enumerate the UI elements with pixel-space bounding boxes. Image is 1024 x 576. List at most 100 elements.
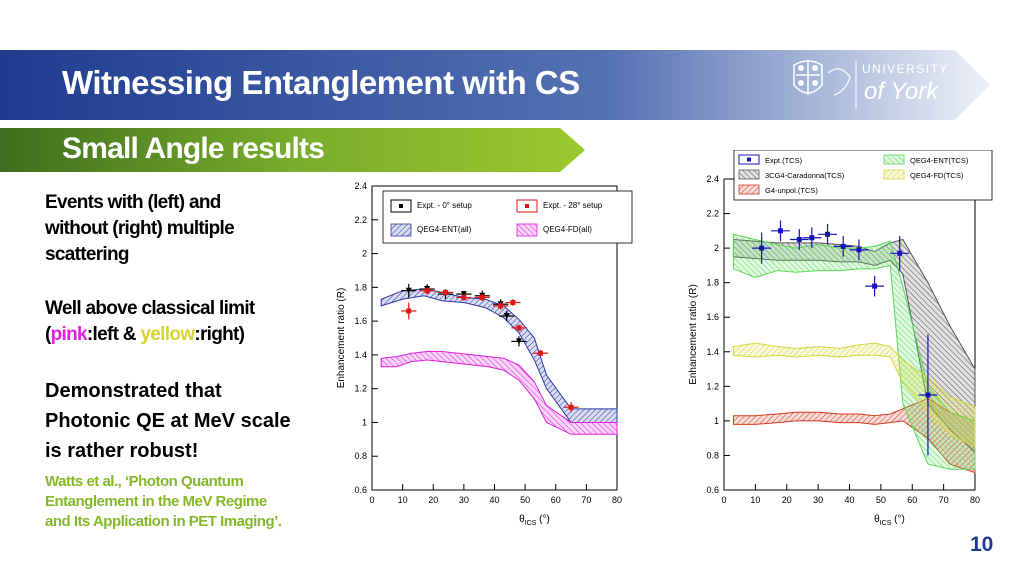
y-tick-label: 0.8 bbox=[354, 451, 367, 461]
chart-left: 0 10 20 30 40 50 60 70 80 0.6 0.8 1 1.2 1.4 1.6 1.8 2 2.2… bbox=[336, 181, 633, 527]
page-number: 10 bbox=[970, 533, 994, 556]
point-expt-28-setup bbox=[401, 302, 417, 320]
events-line-2: without (right) multiple bbox=[45, 218, 235, 239]
x-axis-label: θICS (°) bbox=[874, 514, 905, 527]
y-tick-label: 1.8 bbox=[706, 278, 719, 288]
sidebar-text: Events with (left) and without (right) m… bbox=[45, 190, 345, 532]
point-expt-tcs bbox=[849, 239, 869, 261]
legend-item: Expt. - 28° setup bbox=[516, 199, 603, 213]
university-logo: UNIVERSITY of York bbox=[793, 60, 949, 109]
point-expt-28-setup bbox=[456, 294, 472, 301]
x-tick-label: 50 bbox=[520, 495, 530, 505]
chart-right: 0 10 20 30 40 50 60 70 80 0.6 0.8 1 1.2 1.4 1.6 1.8 2 2.2… bbox=[688, 150, 993, 527]
demo-line-2: Photonic QE at MeV scale bbox=[45, 410, 291, 432]
y-tick-label: 0.6 bbox=[354, 485, 367, 495]
slide-title: Witnessing Entanglement with CS bbox=[62, 64, 580, 101]
x-axis-label: θICS (°) bbox=[519, 514, 550, 527]
legend-item: 3CG4-Caradonna(TCS) bbox=[738, 169, 845, 180]
x-tick-label: 70 bbox=[939, 495, 949, 505]
x-tick-label: 30 bbox=[459, 495, 469, 505]
point-expt-28-setup bbox=[437, 289, 454, 296]
y-axis-label: Enhancement ratio (R) bbox=[688, 284, 699, 385]
legend-label: QEG4-FD(all) bbox=[543, 225, 592, 234]
demo-line-3: is rather robust! bbox=[45, 440, 199, 462]
point-expt-28-setup bbox=[532, 349, 549, 357]
legend-item: QEG4-ENT(all) bbox=[390, 223, 472, 237]
logo-university-text: UNIVERSITY bbox=[862, 62, 949, 76]
demo-line-1: Demonstrated that bbox=[45, 380, 222, 402]
point-expt-tcs bbox=[833, 236, 853, 257]
y-tick-label: 2.2 bbox=[354, 215, 367, 225]
y-tick-label: 2 bbox=[362, 249, 367, 259]
y-tick-label: 2.2 bbox=[706, 209, 719, 219]
legend-label: 3CG4-Caradonna(TCS) bbox=[765, 171, 845, 180]
legend-label: Expt.(TCS) bbox=[765, 156, 803, 165]
legend-item: QEG4-FD(TCS) bbox=[883, 169, 964, 180]
x-tick-label: 50 bbox=[876, 495, 886, 505]
band-qeg4-fd-tcs bbox=[732, 342, 976, 448]
reference-citation: Watts et al., ‘Photon Quantum Entanglemen… bbox=[45, 473, 282, 530]
legend-label: G4-unpol.(TCS) bbox=[765, 186, 818, 195]
x-tick-label: 20 bbox=[782, 495, 792, 505]
legend-item: Expt.(TCS) bbox=[738, 154, 803, 165]
slide-subtitle: Small Angle results bbox=[62, 132, 325, 165]
point-expt-28-setup bbox=[511, 324, 527, 332]
point-expt-28-setup bbox=[505, 299, 521, 306]
legend-item: G4-unpol.(TCS) bbox=[738, 184, 818, 195]
logo-york-text: of York bbox=[864, 78, 940, 105]
y-tick-label: 1.8 bbox=[354, 282, 367, 292]
legend-label: Expt. - 0° setup bbox=[417, 201, 472, 210]
limit-line-1: Well above classical limit bbox=[45, 298, 255, 319]
yellow-word: yellow bbox=[140, 324, 195, 345]
title-banner bbox=[0, 50, 990, 120]
x-tick-label: 0 bbox=[369, 495, 374, 505]
x-tick-label: 10 bbox=[398, 495, 408, 505]
x-tick-label: 60 bbox=[907, 495, 917, 505]
limit-line-2: (pink:left & yellow:right) bbox=[45, 324, 245, 345]
x-tick-label: 40 bbox=[489, 495, 499, 505]
point-expt-tcs bbox=[918, 334, 938, 456]
y-axis-label: Enhancement ratio (R) bbox=[336, 288, 347, 389]
y-tick-label: 1.2 bbox=[706, 381, 719, 391]
point-expt-28-setup bbox=[474, 294, 490, 301]
pink-word: pink bbox=[50, 324, 88, 345]
x-tick-label: 10 bbox=[750, 495, 760, 505]
point-expt-0-setup bbox=[499, 310, 515, 322]
point-expt-28-setup bbox=[419, 287, 435, 295]
point-expt-tcs bbox=[865, 275, 885, 297]
x-tick-label: 80 bbox=[970, 495, 980, 505]
x-tick-label: 80 bbox=[612, 495, 622, 505]
x-tick-label: 60 bbox=[551, 495, 561, 505]
point-expt-tcs bbox=[789, 229, 809, 250]
x-tick-label: 0 bbox=[721, 495, 726, 505]
point-expt-tcs bbox=[752, 232, 772, 264]
x-tick-label: 30 bbox=[813, 495, 823, 505]
y-tick-label: 1.4 bbox=[354, 350, 367, 360]
x-tick-label: 70 bbox=[581, 495, 591, 505]
band-qeg4-fd-all bbox=[380, 351, 618, 435]
point-expt-0-setup bbox=[511, 336, 527, 347]
point-expt-0-setup bbox=[401, 283, 417, 298]
legend-label: QEG4-FD(TCS) bbox=[910, 171, 964, 180]
point-expt-tcs bbox=[890, 236, 910, 271]
point-expt-28-setup bbox=[492, 302, 509, 310]
y-tick-label: 1.6 bbox=[706, 312, 719, 322]
y-tick-label: 1.4 bbox=[706, 347, 719, 357]
subtitle-banner bbox=[0, 128, 585, 172]
legend-item: QEG4-ENT(TCS) bbox=[883, 154, 969, 165]
legend-item: Expt. - 0° setup bbox=[390, 199, 472, 213]
x-tick-label: 20 bbox=[428, 495, 438, 505]
y-tick-label: 1.2 bbox=[354, 384, 367, 394]
legend-label: Expt. - 28° setup bbox=[543, 201, 603, 210]
point-expt-tcs bbox=[771, 220, 790, 242]
band-qeg4-ent-tcs bbox=[732, 233, 976, 470]
y-tick-label: 0.8 bbox=[706, 450, 719, 460]
crest-icon bbox=[793, 60, 851, 96]
y-tick-label: 1 bbox=[362, 417, 367, 427]
point-expt-tcs bbox=[802, 227, 822, 249]
legend-label: QEG4-ENT(TCS) bbox=[910, 156, 969, 165]
legend-box bbox=[733, 150, 993, 201]
y-tick-label: 2.4 bbox=[706, 174, 719, 184]
y-tick-label: 2.4 bbox=[354, 181, 367, 191]
point-expt-28-setup bbox=[563, 402, 579, 413]
